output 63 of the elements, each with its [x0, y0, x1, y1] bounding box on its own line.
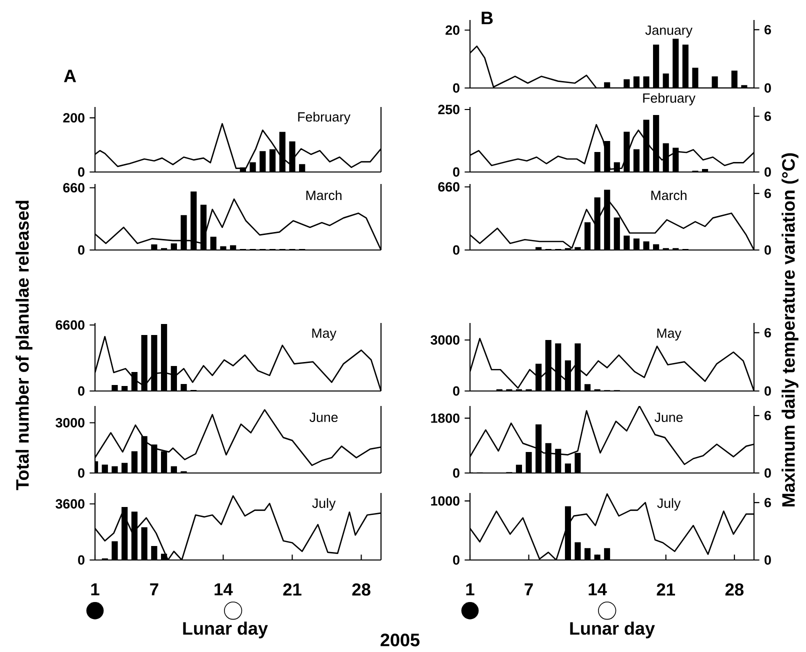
- y-tick-label: 0: [78, 167, 84, 177]
- chart-title: May: [312, 328, 336, 341]
- text: 2005: [380, 634, 420, 646]
- y2-tick-label: 0: [764, 555, 771, 565]
- chart-title: June: [310, 412, 338, 422]
- x-tick-label: 7: [524, 583, 533, 596]
- chart-title: June: [654, 412, 683, 422]
- x-tick-label: 14: [588, 583, 607, 596]
- y-tick-label: 0: [78, 245, 84, 255]
- y-tick-label: 0: [453, 245, 460, 255]
- chart-title: February: [298, 112, 350, 124]
- text: A: [64, 70, 76, 82]
- line-series: [470, 493, 754, 560]
- y-axis-title: Total number of planulae released: [16, 200, 32, 490]
- y-tick-label: 3600: [56, 499, 84, 509]
- y2-tick-label: 6: [764, 188, 771, 198]
- x-tick-label: 14: [214, 583, 233, 596]
- y2-tick-label: 6: [764, 410, 771, 420]
- chart-title: July: [312, 498, 336, 511]
- y2-tick-label: 0: [764, 468, 771, 478]
- y-tick-label: 20: [446, 25, 460, 35]
- x-tick-label: 28: [725, 583, 744, 596]
- y-tick-label: 1000: [431, 496, 460, 506]
- y-tick-label: 660: [438, 182, 460, 192]
- chart-title: March: [651, 190, 686, 200]
- chart-title: May: [657, 328, 682, 341]
- x-tick-label: 7: [150, 583, 158, 596]
- chart-title: January: [645, 26, 692, 38]
- x-tick-label: 28: [352, 583, 370, 596]
- y-tick-label: 0: [453, 468, 460, 478]
- y-tick-label: 0: [78, 468, 84, 478]
- y2-tick-label: 0: [764, 245, 771, 255]
- y2-axis-title: Maximum daily temperature variation (°C): [782, 153, 798, 506]
- chart-title: July: [657, 498, 681, 511]
- y2-tick-label: 6: [764, 24, 771, 34]
- y-tick-label: 200: [63, 113, 84, 123]
- y2-tick-label: 6: [764, 328, 771, 338]
- y-tick-label: 0: [78, 555, 84, 565]
- x-tick-label: 1: [466, 583, 474, 596]
- y-tick-label: 0: [453, 83, 460, 93]
- x-tick-label: 21: [283, 583, 302, 596]
- chart-title: February: [643, 92, 696, 106]
- x-tick-label: 21: [656, 583, 676, 596]
- y2-tick-label: 0: [764, 83, 771, 93]
- chart-title: March: [306, 190, 342, 200]
- y-tick-label: 0: [453, 167, 460, 177]
- y-tick-label: 6600: [56, 320, 84, 330]
- y-tick-label: 0: [78, 386, 84, 396]
- y-tick-label: 0: [453, 386, 460, 396]
- x-axis-title: Lunar day: [570, 622, 655, 638]
- annotation: B: [482, 12, 493, 24]
- y-tick-label: 3000: [56, 418, 84, 428]
- y-tick-label: 660: [63, 183, 84, 192]
- y-tick-label: 0: [453, 555, 460, 565]
- y2-tick-label: 6: [764, 112, 771, 121]
- y-tick-label: 1800: [431, 413, 460, 423]
- x-axis-title: Lunar day: [183, 622, 268, 638]
- y-tick-label: 3000: [430, 335, 460, 345]
- y-tick-label: 250: [438, 104, 460, 114]
- x-tick-label: 1: [91, 583, 100, 596]
- y2-tick-label: 0: [764, 386, 771, 396]
- y2-tick-label: 0: [764, 167, 771, 177]
- y2-tick-label: 6: [764, 498, 771, 508]
